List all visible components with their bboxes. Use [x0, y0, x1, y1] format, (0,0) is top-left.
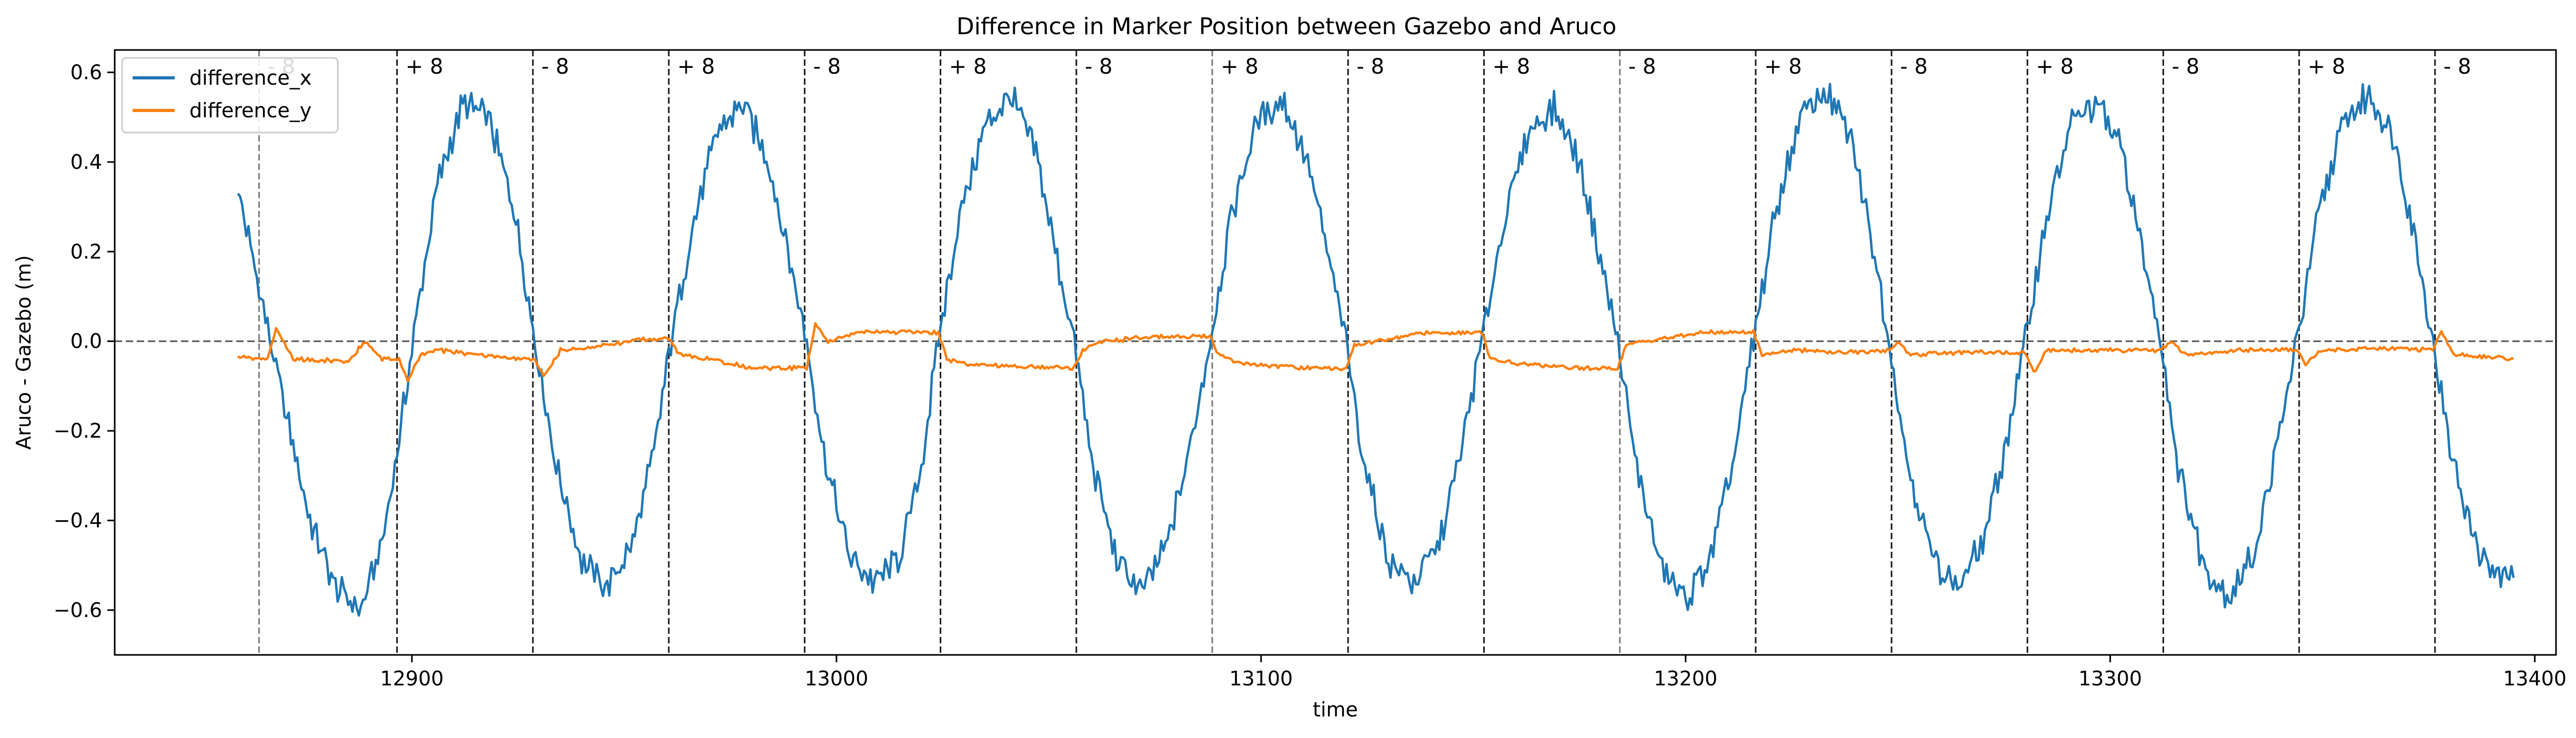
x-tick-label: 13000: [804, 667, 868, 690]
y-axis-label: Aruco - Gazebo (m): [12, 255, 35, 450]
x-tick-label: 13300: [2078, 667, 2142, 690]
y-tick-label: −0.4: [54, 509, 102, 532]
vertical-line-annotation: + 8: [2036, 55, 2074, 79]
x-tick-label: 13200: [1654, 667, 1717, 690]
y-tick-label: 0.0: [71, 330, 102, 353]
vertical-line-annotation: + 8: [406, 55, 444, 79]
vertical-line-annotation: - 8: [2443, 55, 2471, 79]
legend-label-difference_x: difference_x: [189, 66, 311, 89]
legend-box: [121, 57, 339, 134]
vertical-line-annotation: - 8: [541, 55, 569, 79]
vertical-line-annotation: + 8: [949, 55, 987, 79]
y-tick-label: −0.6: [54, 599, 102, 622]
legend-label-difference_y: difference_y: [189, 99, 311, 122]
series-difference_x-line: [237, 83, 2515, 617]
y-tick-label: 0.4: [71, 150, 102, 174]
vertical-line-annotation: + 8: [677, 55, 715, 79]
vertical-line-annotation: - 8: [1900, 55, 1928, 79]
vertical-line-annotation: + 8: [2308, 55, 2346, 79]
series-layer: [237, 83, 2515, 617]
y-tick-label: 0.6: [71, 61, 102, 84]
chart-title: Difference in Marker Position between Ga…: [957, 13, 1617, 40]
vertical-lines: [258, 50, 2436, 655]
vertical-line-annotation: - 8: [1085, 55, 1113, 79]
vertical-line-annotation: + 8: [1221, 55, 1259, 79]
annotation-layer: - 8 + 8 - 8 + 8 - 8 + 8 - 8 + 8 - 8 + 8 - 8 + 8 - 8 +…: [268, 55, 2471, 79]
legend: difference_x difference_y: [121, 57, 339, 134]
x-tick-label: 12900: [380, 667, 444, 690]
plot-area: - 8 + 8 - 8 + 8 - 8 + 8 - 8 + 8 - 8 + 8 - 8 + 8 - 8 +…: [115, 50, 2556, 655]
x-tick-label: 13400: [2503, 667, 2567, 690]
vertical-line-annotation: - 8: [1628, 55, 1656, 79]
vertical-line-annotation: - 8: [2172, 55, 2200, 79]
series-difference_y-line: [237, 322, 2514, 383]
y-tick-label: −0.2: [54, 419, 102, 442]
vertical-line-annotation: + 8: [1493, 55, 1531, 79]
vertical-line-annotation: + 8: [1764, 55, 1802, 79]
y-axis: −0.6 −0.4 −0.2 0.0 0.2 0.4 0.6: [54, 61, 115, 622]
x-axis: 12900 13000 13100 13200 13300 13400: [380, 655, 2567, 690]
vertical-line-annotation: - 8: [813, 55, 841, 79]
vertical-line-annotation: - 8: [1356, 55, 1384, 79]
plot-frame: [114, 49, 2557, 656]
x-axis-label: time: [1313, 698, 1358, 721]
x-tick-label: 13100: [1229, 667, 1293, 690]
y-tick-label: 0.2: [71, 240, 102, 263]
